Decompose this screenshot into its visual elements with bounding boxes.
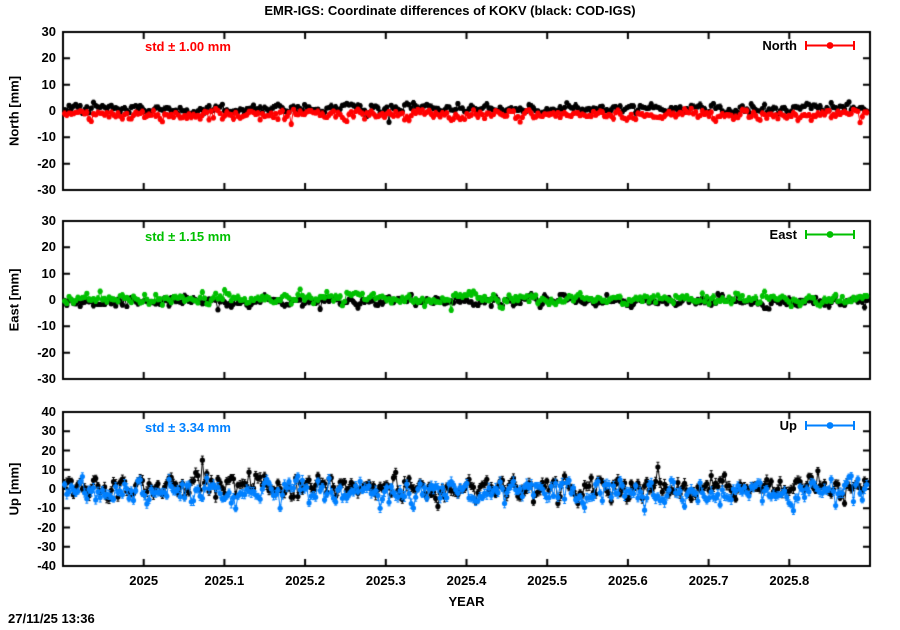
- y-tick-label: 10: [41, 76, 56, 92]
- y-tick-label: -30: [37, 538, 56, 554]
- y-tick-label: 10: [41, 265, 56, 281]
- up-legend: Up: [780, 418, 856, 433]
- y-tick-label: 0: [48, 481, 56, 496]
- x-tick-label: 2025.7: [688, 573, 729, 588]
- errorbar-sample-icon: [805, 421, 855, 430]
- north-legend: North: [762, 38, 856, 53]
- errorbar-sample-icon: [805, 41, 855, 50]
- y-tick-label: 10: [41, 461, 56, 477]
- y-tick-label: -40: [37, 558, 56, 573]
- x-tick-label: 2025.6: [608, 573, 648, 588]
- x-tick-label: 2025.2: [285, 573, 325, 588]
- east-legend-label: East: [769, 227, 797, 242]
- x-axis-label: YEAR: [448, 594, 485, 609]
- up-legend-label: Up: [779, 418, 797, 433]
- x-tick-label: 2025.4: [446, 573, 487, 588]
- x-tick-label: 2025.3: [365, 573, 406, 588]
- y-tick-label: 30: [41, 423, 56, 439]
- y-tick-label: 0: [48, 103, 56, 118]
- y-tick-label: 20: [41, 50, 56, 66]
- east-legend: East: [770, 227, 856, 242]
- y-tick-label: 30: [41, 24, 56, 39]
- y-tick-label: -10: [37, 318, 56, 334]
- y-tick-label: 30: [41, 213, 56, 228]
- y-tick-label: 20: [41, 442, 56, 458]
- y-tick-label: -20: [37, 519, 56, 535]
- y-tick-label: -20: [37, 344, 56, 360]
- north-std-label: std ± 1.00 mm: [145, 39, 231, 54]
- chart-title: EMR-IGS: Coordinate differences of KOKV …: [264, 3, 636, 18]
- y-tick-label: -30: [37, 182, 56, 197]
- y-tick-label: 20: [41, 239, 56, 255]
- x-tick-label: 2025.1: [204, 573, 245, 588]
- north-legend-label: North: [762, 38, 797, 53]
- east-std-label: std ± 1.15 mm: [145, 229, 231, 244]
- errorbar-sample-icon: [805, 230, 855, 239]
- x-tick-label: 2025: [129, 573, 159, 588]
- y-tick-label: -20: [37, 155, 56, 171]
- plot-timestamp: 27/11/25 13:36: [8, 611, 95, 626]
- y-tick-label: -30: [37, 371, 56, 386]
- y-tick-label: -10: [37, 500, 56, 516]
- up-std-label: std ± 3.34 mm: [145, 420, 231, 435]
- y-tick-label: 40: [41, 404, 56, 419]
- x-tick-label: 2025.8: [769, 573, 810, 588]
- y-tick-label: -10: [37, 129, 56, 145]
- y-tick-label: 0: [48, 292, 56, 307]
- x-tick-labels: 2025 2025.1 2025.2 2025.3 2025.4 2025.5 2025.6…: [0, 573, 900, 589]
- y-tick-labels: 30 20 10 0 -10 -20 -30 30 20 10 0 -10 -20 -30 40 30 20 10…: [0, 0, 60, 630]
- x-tick-label: 2025.5: [527, 573, 568, 588]
